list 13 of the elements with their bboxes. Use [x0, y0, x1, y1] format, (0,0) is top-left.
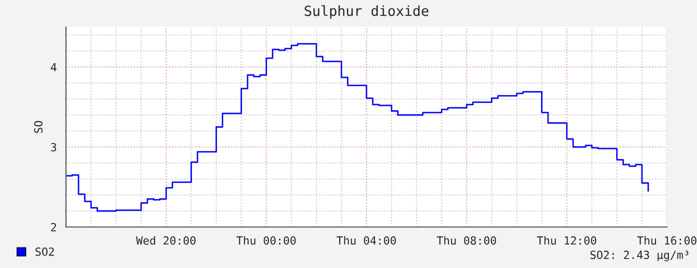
x-tick-label: Wed 20:00: [136, 236, 196, 245]
x-tick-label: Thu 12:00: [536, 236, 596, 245]
y-tick-label: 2: [51, 223, 56, 232]
y-axis-title: SO: [34, 120, 43, 133]
y-tick-label: 3: [51, 143, 56, 152]
x-tick-label: Thu 00:00: [236, 236, 296, 245]
text: SO2: 2.43 µg/m³: [590, 250, 688, 262]
x-tick-label: Thu 16:00: [637, 236, 696, 245]
x-tick-label: Thu 04:00: [336, 236, 396, 245]
chart-title: Sulphur dioxide: [304, 5, 428, 19]
y-tick-label: 4: [50, 63, 56, 72]
legend-label: SO2: [36, 247, 54, 256]
x-tick-label: Thu 08:00: [436, 236, 496, 245]
